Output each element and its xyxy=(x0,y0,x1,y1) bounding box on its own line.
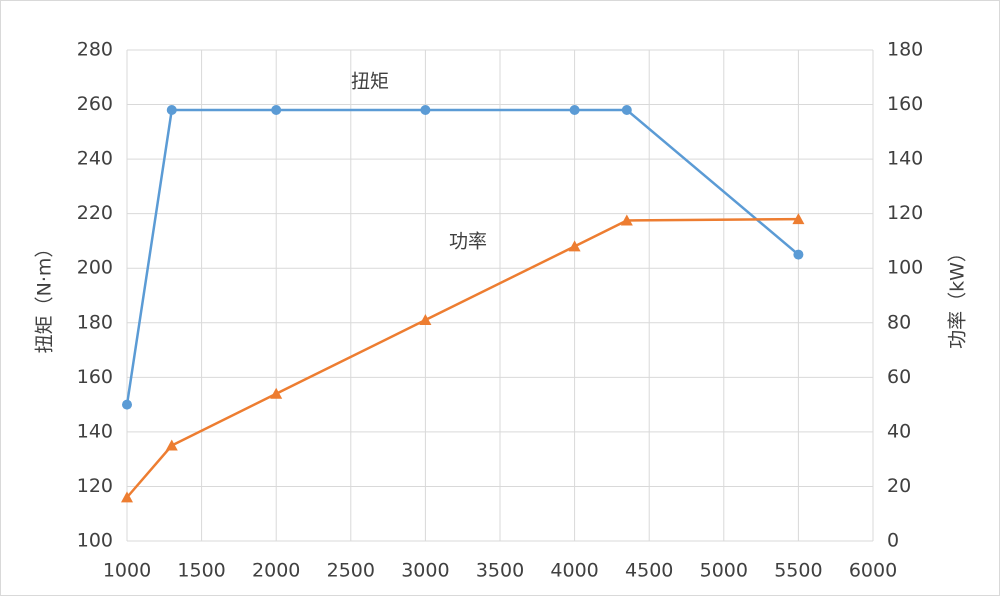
marker xyxy=(121,491,133,503)
y2-tick-label: 20 xyxy=(887,475,911,497)
y2-axis-title: 功率（kW） xyxy=(947,243,969,349)
y2-tick-label: 40 xyxy=(887,420,911,442)
y-tick-label: 100 xyxy=(77,530,113,552)
x-tick-label: 1000 xyxy=(103,560,151,582)
x-tick-label: 5000 xyxy=(700,560,748,582)
x-tick-label: 4500 xyxy=(625,560,673,582)
annotation: 功率 xyxy=(449,231,487,253)
x-tick-label: 2500 xyxy=(327,560,375,582)
y2-tick-label: 0 xyxy=(887,530,899,552)
y2-tick-label: 140 xyxy=(887,148,923,170)
y-tick-label: 180 xyxy=(77,311,113,333)
marker xyxy=(165,439,178,451)
x-tick-label: 1500 xyxy=(177,560,225,582)
y2-tick-label: 80 xyxy=(887,311,911,333)
y-tick-label: 200 xyxy=(77,257,113,279)
y-axis-title: 扭矩（N·m） xyxy=(34,239,56,354)
marker xyxy=(271,105,282,116)
y-tick-label: 160 xyxy=(77,366,113,388)
x-tick-label: 3000 xyxy=(401,560,449,582)
marker xyxy=(568,240,581,252)
y-tick-label: 120 xyxy=(77,475,113,497)
marker xyxy=(621,105,632,116)
x-tick-label: 3500 xyxy=(476,560,524,582)
x-tick-label: 6000 xyxy=(849,560,897,582)
marker xyxy=(122,399,132,410)
y2-tick-label: 160 xyxy=(887,93,923,115)
y2-tick-label: 120 xyxy=(887,202,923,224)
annotation: 扭矩 xyxy=(351,71,389,93)
y-tick-label: 280 xyxy=(77,39,113,61)
marker xyxy=(166,105,177,116)
y2-tick-label: 60 xyxy=(887,366,911,388)
y-tick-label: 260 xyxy=(77,93,113,115)
y2-tick-label: 100 xyxy=(887,257,923,279)
y2-tick-label: 180 xyxy=(887,39,923,61)
x-tick-label: 2000 xyxy=(252,560,300,582)
y-tick-label: 220 xyxy=(77,202,113,224)
y-tick-label: 140 xyxy=(77,420,113,442)
marker xyxy=(569,105,580,116)
marker xyxy=(792,213,805,225)
marker xyxy=(620,214,633,226)
marker xyxy=(419,314,432,326)
marker xyxy=(420,105,431,116)
x-tick-label: 4000 xyxy=(550,560,598,582)
marker xyxy=(270,387,283,399)
x-tick-label: 5500 xyxy=(774,560,822,582)
marker xyxy=(793,249,804,260)
y-tick-label: 240 xyxy=(77,148,113,170)
